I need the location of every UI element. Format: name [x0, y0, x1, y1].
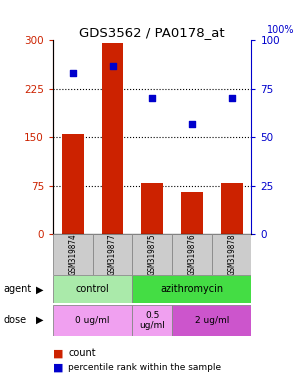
Point [70, 70, 75, 76]
Text: 100%: 100% [267, 25, 295, 35]
Bar [221, 182, 243, 234]
Bar [141, 182, 163, 234]
Text: 0.5
ug/ml: 0.5 ug/ml [139, 311, 165, 330]
Text: 0 ug/ml: 0 ug/ml [75, 316, 110, 325]
Bar [102, 43, 124, 234]
Title: GDS3562 / PA0178_at: GDS3562 / PA0178_at [79, 26, 225, 39]
Bar [132, 305, 172, 336]
Text: ■: ■ [53, 362, 64, 372]
Text: GSM319875: GSM319875 [148, 233, 157, 275]
Text: control: control [76, 284, 110, 295]
Point [110, 63, 115, 69]
Text: GSM319877: GSM319877 [108, 233, 117, 275]
Bar [93, 234, 132, 275]
Text: ▶: ▶ [36, 315, 43, 325]
Text: azithromycin: azithromycin [160, 284, 224, 295]
Bar [53, 275, 132, 303]
Text: dose: dose [3, 315, 26, 325]
Bar [62, 134, 84, 234]
Text: GSM319876: GSM319876 [188, 233, 196, 275]
Text: percentile rank within the sample: percentile rank within the sample [68, 363, 221, 372]
Point [190, 121, 195, 127]
Point [150, 95, 155, 101]
Bar [181, 192, 203, 234]
Text: ▶: ▶ [36, 284, 43, 295]
Bar [53, 305, 132, 336]
Bar [132, 234, 172, 275]
Text: GSM319874: GSM319874 [68, 233, 77, 275]
Point [229, 95, 234, 101]
Bar [132, 275, 251, 303]
Text: ■: ■ [53, 348, 64, 358]
Bar [53, 234, 93, 275]
Bar [212, 234, 251, 275]
Text: count: count [68, 348, 96, 358]
Text: agent: agent [3, 284, 31, 295]
Text: GSM319878: GSM319878 [227, 233, 236, 275]
Bar [172, 305, 251, 336]
Bar [172, 234, 212, 275]
Text: 2 ug/ml: 2 ug/ml [195, 316, 229, 325]
